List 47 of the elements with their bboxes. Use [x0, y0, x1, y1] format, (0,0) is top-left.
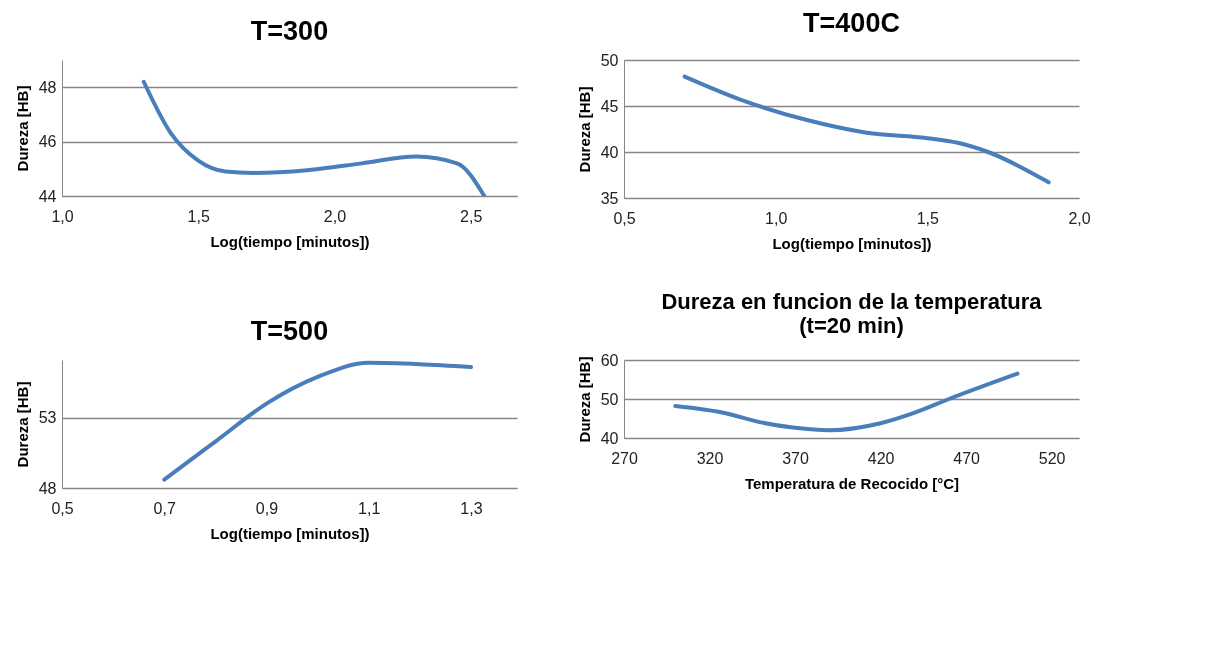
- x-tick-label: 2,0: [1068, 209, 1091, 227]
- x-tick-label: 0,5: [613, 209, 636, 227]
- x-tick-label: 420: [867, 449, 895, 467]
- y-tick-label: 44: [38, 187, 57, 205]
- x-tick-label: 1,1: [358, 499, 381, 517]
- x-axis-title: Temperatura de Recocido [°C]: [744, 474, 960, 492]
- line-series: [682, 74, 1051, 185]
- chart-title: Dureza en funcion de la temperatura (t=20 min): [661, 289, 1043, 338]
- x-tick-label: 1,0: [765, 209, 788, 227]
- x-tick-label: 1,5: [916, 209, 940, 227]
- x-tick-label: 2,5: [460, 207, 483, 225]
- y-tick-label: 46: [38, 133, 57, 151]
- x-tick-label: 520: [1038, 449, 1066, 467]
- x-tick-label: 0,5: [51, 499, 74, 517]
- line-series: [673, 371, 1020, 433]
- x-tick-label: 320: [696, 449, 724, 467]
- y-tick-label: 50: [600, 51, 619, 69]
- y-tick-label: 53: [38, 409, 57, 427]
- y-tick-label: 48: [38, 78, 57, 96]
- y-tick-label: 45: [600, 97, 619, 115]
- y-axis-title: Dureza [HB]: [575, 356, 593, 443]
- x-axis-title: Log(tiempo [minutos]): [210, 232, 370, 250]
- y-axis-title: Dureza [HB]: [13, 85, 31, 172]
- y-axis-title: Dureza [HB]: [575, 86, 593, 173]
- x-tick-label: 1,0: [51, 207, 74, 225]
- line-series: [141, 79, 487, 196]
- x-tick-label: 1,3: [460, 499, 483, 517]
- x-tick-label: 2,0: [323, 207, 347, 225]
- x-tick-label: 0,7: [153, 499, 176, 517]
- chart-title: T=500: [250, 316, 329, 346]
- x-tick-label: 270: [611, 449, 638, 467]
- x-tick-label: 0,9: [255, 499, 279, 517]
- y-tick-label: 48: [38, 479, 57, 497]
- y-tick-label: 40: [600, 143, 619, 161]
- x-tick-label: 1,5: [187, 207, 210, 225]
- y-tick-label: 40: [600, 429, 619, 447]
- y-tick-label: 35: [600, 189, 619, 207]
- x-axis-title: Log(tiempo [minutos]): [210, 524, 370, 542]
- chart-title: T=400C: [803, 8, 900, 38]
- x-tick-label: 370: [782, 449, 809, 467]
- y-tick-label: 60: [600, 351, 619, 369]
- line-series: [162, 360, 473, 482]
- x-tick-label: 470: [953, 449, 981, 467]
- chart-title: T=300: [250, 16, 329, 46]
- x-axis-title: Log(tiempo [minutos]): [772, 234, 932, 252]
- y-axis-title: Dureza [HB]: [13, 381, 31, 468]
- y-tick-label: 50: [600, 390, 619, 408]
